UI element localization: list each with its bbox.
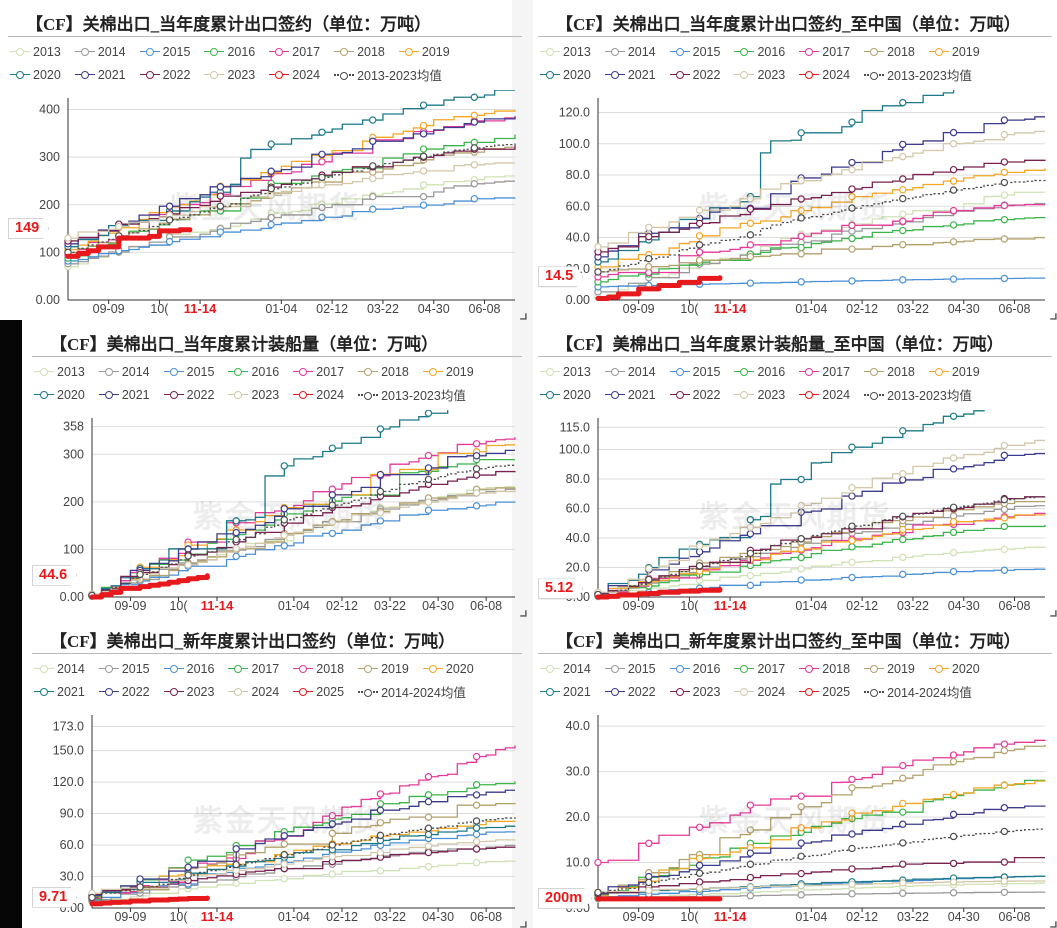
svg-text:03-22: 03-22 xyxy=(374,910,406,924)
svg-text:173.0: 173.0 xyxy=(53,719,84,733)
svg-text:40.0: 40.0 xyxy=(566,531,590,545)
svg-text:01-04: 01-04 xyxy=(795,910,827,924)
svg-text:03-22: 03-22 xyxy=(374,599,406,613)
svg-text:10(: 10( xyxy=(680,302,699,316)
svg-text:09-09: 09-09 xyxy=(623,302,655,316)
svg-text:10(: 10( xyxy=(169,910,188,924)
svg-text:10(: 10( xyxy=(150,302,169,316)
svg-text:09-09: 09-09 xyxy=(623,599,655,613)
svg-text:04-30: 04-30 xyxy=(422,599,454,613)
svg-text:60.0: 60.0 xyxy=(566,502,590,516)
svg-text:0.00: 0.00 xyxy=(36,293,60,307)
svg-text:02-12: 02-12 xyxy=(316,302,348,316)
svg-text:04-30: 04-30 xyxy=(418,302,450,316)
svg-text:0.00: 0.00 xyxy=(60,590,84,604)
svg-text:01-04: 01-04 xyxy=(795,599,827,613)
svg-text:01-04: 01-04 xyxy=(278,910,310,924)
svg-text:01-04: 01-04 xyxy=(265,302,297,316)
svg-text:06-08: 06-08 xyxy=(469,302,501,316)
svg-text:10(: 10( xyxy=(680,599,699,613)
svg-text:300: 300 xyxy=(63,447,84,461)
svg-text:02-12: 02-12 xyxy=(326,599,358,613)
svg-text:06-08: 06-08 xyxy=(999,910,1031,924)
svg-text:10.0: 10.0 xyxy=(566,856,590,870)
svg-text:120.0: 120.0 xyxy=(53,775,84,789)
svg-text:40.0: 40.0 xyxy=(566,231,590,245)
svg-text:03-22: 03-22 xyxy=(897,302,929,316)
svg-text:150.0: 150.0 xyxy=(53,744,84,758)
svg-text:90.0: 90.0 xyxy=(60,807,84,821)
svg-text:01-04: 01-04 xyxy=(795,302,827,316)
svg-text:200: 200 xyxy=(63,495,84,509)
svg-text:06-08: 06-08 xyxy=(470,599,502,613)
svg-text:40.0: 40.0 xyxy=(566,719,590,733)
svg-text:04-30: 04-30 xyxy=(948,599,980,613)
svg-text:04-30: 04-30 xyxy=(948,910,980,924)
svg-text:358: 358 xyxy=(63,420,84,434)
svg-text:09-09: 09-09 xyxy=(114,599,146,613)
svg-text:03-22: 03-22 xyxy=(367,302,399,316)
svg-text:20.0: 20.0 xyxy=(566,810,590,824)
svg-text:200: 200 xyxy=(39,198,60,212)
svg-text:10(: 10( xyxy=(169,599,188,613)
svg-text:02-12: 02-12 xyxy=(846,910,878,924)
svg-text:02-12: 02-12 xyxy=(846,599,878,613)
svg-text:09-09: 09-09 xyxy=(114,910,146,924)
svg-text:80.0: 80.0 xyxy=(566,472,590,486)
svg-text:09-09: 09-09 xyxy=(93,302,125,316)
svg-text:02-12: 02-12 xyxy=(326,910,358,924)
svg-text:400: 400 xyxy=(39,103,60,117)
svg-text:20.0: 20.0 xyxy=(566,561,590,575)
svg-text:02-12: 02-12 xyxy=(846,302,878,316)
svg-text:06-08: 06-08 xyxy=(999,599,1031,613)
svg-text:100.0: 100.0 xyxy=(559,137,590,151)
svg-text:10(: 10( xyxy=(680,910,699,924)
svg-text:01-04: 01-04 xyxy=(278,599,310,613)
svg-text:30.0: 30.0 xyxy=(60,870,84,884)
svg-text:120.0: 120.0 xyxy=(559,106,590,120)
svg-text:04-30: 04-30 xyxy=(422,910,454,924)
svg-text:03-22: 03-22 xyxy=(897,910,929,924)
svg-text:60.0: 60.0 xyxy=(566,199,590,213)
svg-text:100: 100 xyxy=(63,542,84,556)
svg-text:30.0: 30.0 xyxy=(566,765,590,779)
svg-text:06-08: 06-08 xyxy=(999,302,1031,316)
svg-text:80.0: 80.0 xyxy=(566,168,590,182)
svg-text:300: 300 xyxy=(39,150,60,164)
svg-text:0.00: 0.00 xyxy=(566,293,590,307)
svg-text:04-30: 04-30 xyxy=(948,302,980,316)
svg-text:03-22: 03-22 xyxy=(897,599,929,613)
svg-text:115.0: 115.0 xyxy=(560,420,590,434)
svg-text:100.0: 100.0 xyxy=(559,443,590,457)
svg-text:60.0: 60.0 xyxy=(60,838,84,852)
svg-text:09-09: 09-09 xyxy=(623,910,655,924)
svg-text:06-08: 06-08 xyxy=(470,910,502,924)
svg-text:100: 100 xyxy=(39,245,60,259)
